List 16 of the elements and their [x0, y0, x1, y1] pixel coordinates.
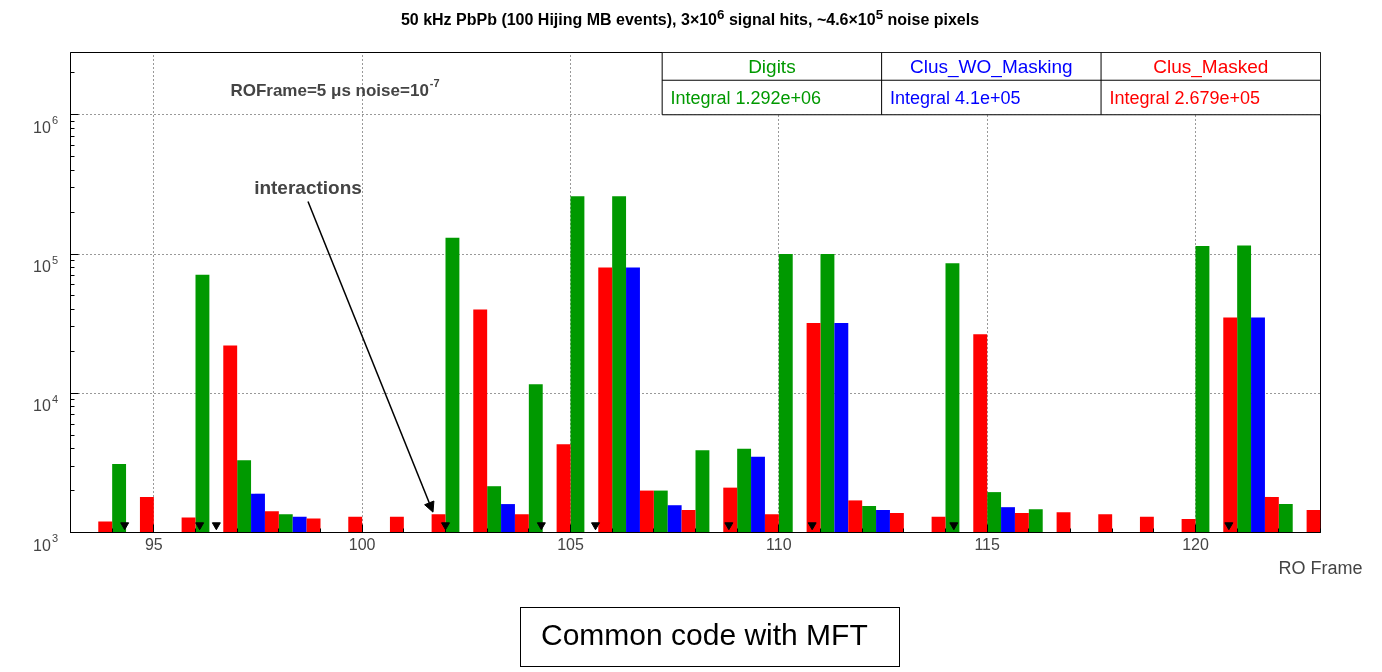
text: Clus_Masked	[1153, 55, 1269, 78]
x-tick-label: 100	[348, 535, 376, 553]
x-tick-label: 115	[974, 535, 1001, 553]
text: Digits	[748, 55, 796, 77]
x-tick-label: 120	[1182, 535, 1209, 553]
annotation: Integral 4.1e+05	[889, 87, 1021, 108]
x-tick-label: 105	[557, 535, 584, 553]
text: Clus_WO_Masking	[910, 55, 1073, 78]
text: Common code with MFT	[541, 617, 868, 653]
chart-title: 50 kHz PbPb (100 Hijing MB events), 3×10$^{6}$ signal hits, ~4.6×10$^{5}$ noise pixels	[400, 6, 980, 31]
x-tick-label: 95	[144, 535, 163, 553]
annotation: interactions	[254, 176, 362, 198]
annotation: Integral 1.292e+06	[670, 87, 822, 108]
x-tick-label: 110	[766, 535, 792, 553]
x-axis-title: RO Frame	[1278, 557, 1363, 578]
annotation: Integral 2.679e+05	[1109, 87, 1261, 108]
